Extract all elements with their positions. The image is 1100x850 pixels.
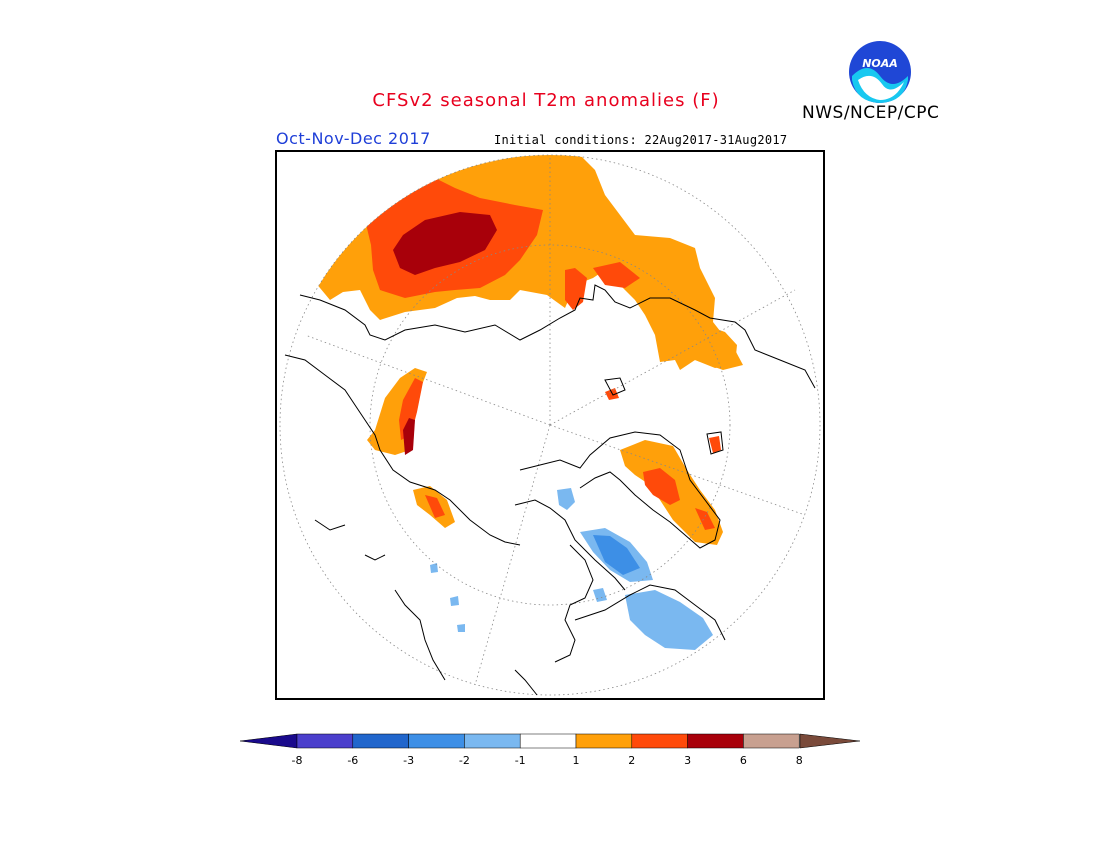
siberia-warm-3 bbox=[393, 212, 497, 275]
season-label: Oct-Nov-Dec 2017 bbox=[276, 129, 431, 148]
colorbar: -8 -6 -3 -2 -1 1 2 3 6 8 bbox=[240, 733, 861, 767]
chukotka-warm bbox=[565, 268, 587, 310]
bering-warm-2 bbox=[425, 495, 445, 518]
colorbar-bin bbox=[464, 733, 521, 749]
iceland-warm bbox=[709, 436, 721, 453]
colorbar-tick-label: -1 bbox=[515, 754, 526, 767]
colorbar-tick-label: 8 bbox=[796, 754, 803, 767]
chukotka-warm-2 bbox=[593, 262, 640, 288]
graticule bbox=[279, 154, 821, 696]
colorbar-tick-label: -6 bbox=[347, 754, 358, 767]
colorbar-tick-label: 2 bbox=[628, 754, 635, 767]
colorbar-bin bbox=[296, 733, 354, 749]
west-cool-1 bbox=[430, 563, 438, 573]
noaa-logo-text: NOAA bbox=[862, 57, 898, 70]
colorbar-bin bbox=[408, 733, 465, 749]
colorbar-bin bbox=[519, 733, 577, 749]
initial-conditions-label: Initial conditions: 22Aug2017-31Aug2017 bbox=[494, 133, 788, 147]
agency-label: NWS/NCEP/CPC bbox=[802, 103, 940, 123]
coastlines bbox=[284, 284, 816, 696]
colorbar-tick-label: -8 bbox=[292, 754, 303, 767]
polar-map bbox=[275, 150, 825, 700]
colorbar-bin bbox=[687, 733, 744, 749]
colorbar-tick-label: -2 bbox=[459, 754, 470, 767]
colorbar-tick-label: -3 bbox=[403, 754, 414, 767]
colorbar-bin bbox=[743, 733, 800, 749]
archipelago-cool bbox=[557, 488, 575, 510]
colorbar-above-arrow bbox=[799, 733, 861, 749]
colorbar-bin bbox=[631, 733, 688, 749]
scandinavia-warm-3 bbox=[403, 418, 415, 455]
colorbar-bin bbox=[575, 733, 633, 749]
colorbar-tick-label: 3 bbox=[684, 754, 691, 767]
colorbar-tick-label: 1 bbox=[573, 754, 580, 767]
colorbar-below-arrow bbox=[240, 733, 298, 749]
greenland-warm-2 bbox=[643, 468, 680, 505]
colorbar-tick-label: 6 bbox=[740, 754, 747, 767]
west-cool-2 bbox=[450, 596, 459, 606]
map-title: CFSv2 seasonal T2m anomalies (F) bbox=[372, 90, 720, 111]
labrador-cool bbox=[625, 590, 713, 650]
greenland-warm-3 bbox=[695, 508, 715, 530]
colorbar-bin bbox=[352, 733, 409, 749]
scandinavia-warm-2 bbox=[399, 378, 423, 440]
west-cool-3 bbox=[457, 624, 465, 632]
hudson-cool-2 bbox=[593, 535, 640, 575]
map-border bbox=[275, 150, 825, 700]
noaa-logo: NOAA bbox=[849, 41, 911, 103]
